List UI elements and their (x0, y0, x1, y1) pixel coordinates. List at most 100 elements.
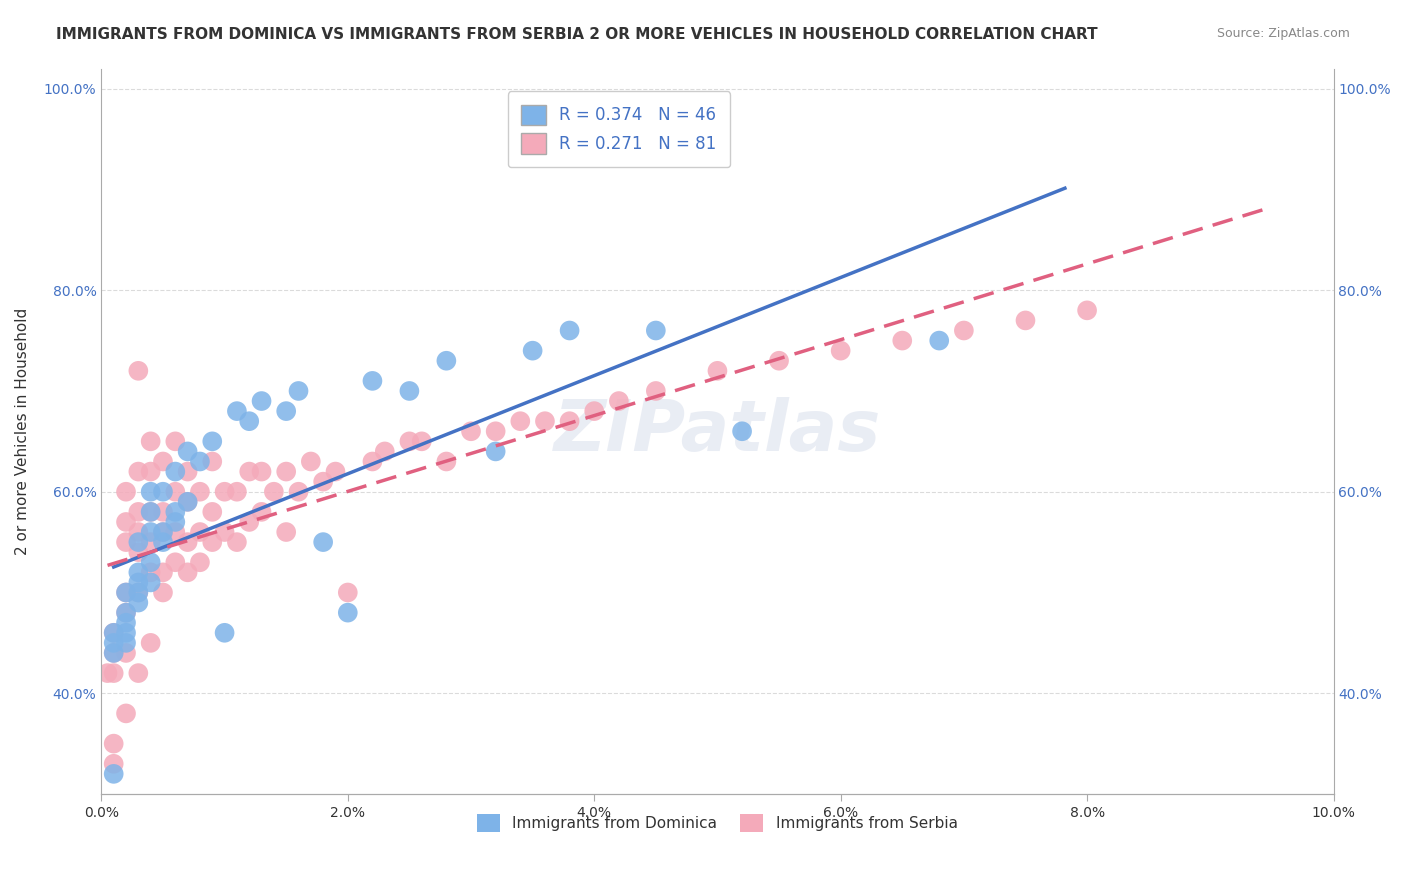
Point (287, 384, 309, 398)
Point (238, 414, 260, 428)
Point (250, 505, 273, 519)
Point (165, 524, 187, 539)
Point (1076, 303, 1098, 318)
Point (176, 444, 198, 458)
Point (127, 505, 149, 519)
Point (460, 424, 482, 438)
Point (103, 625, 125, 640)
Point (398, 384, 420, 398)
Point (312, 535, 335, 549)
Point (188, 555, 211, 569)
Point (127, 465, 149, 479)
Point (127, 575, 149, 590)
Point (768, 353, 790, 368)
Legend: Immigrants from Dominica, Immigrants from Serbia: Immigrants from Dominica, Immigrants fro… (465, 801, 970, 845)
Point (644, 324, 666, 338)
Point (522, 343, 544, 358)
Point (152, 454, 174, 468)
Point (96, 666, 118, 681)
Point (103, 666, 125, 681)
Point (165, 515, 187, 529)
Point (374, 444, 396, 458)
Point (299, 454, 322, 468)
Point (485, 444, 508, 458)
Point (176, 495, 198, 509)
Point (336, 585, 359, 599)
Point (644, 384, 666, 398)
Point (238, 465, 260, 479)
Point (139, 524, 162, 539)
Point (176, 566, 198, 580)
Point (103, 767, 125, 781)
Point (127, 566, 149, 580)
Y-axis label: 2 or more Vehicles in Household: 2 or more Vehicles in Household (15, 308, 30, 555)
Point (115, 515, 138, 529)
Point (201, 535, 224, 549)
Text: IMMIGRANTS FROM DOMINICA VS IMMIGRANTS FROM SERBIA 2 OR MORE VEHICLES IN HOUSEHO: IMMIGRANTS FROM DOMINICA VS IMMIGRANTS F… (56, 27, 1098, 42)
Point (325, 465, 347, 479)
Point (152, 524, 174, 539)
Point (276, 404, 298, 418)
Point (139, 575, 162, 590)
Point (103, 756, 125, 771)
Point (127, 585, 149, 599)
Point (115, 636, 138, 650)
Point (263, 484, 285, 499)
Point (103, 636, 125, 650)
Point (731, 424, 754, 438)
Point (607, 394, 630, 409)
Point (139, 535, 162, 549)
Point (165, 505, 187, 519)
Point (398, 434, 420, 449)
Point (214, 625, 236, 640)
Point (165, 484, 187, 499)
Point (361, 374, 384, 388)
Point (250, 465, 273, 479)
Point (225, 535, 247, 549)
Point (830, 343, 852, 358)
Point (165, 434, 187, 449)
Point (127, 524, 149, 539)
Point (152, 585, 174, 599)
Point (139, 484, 162, 499)
Point (103, 737, 125, 751)
Point (953, 324, 976, 338)
Point (152, 566, 174, 580)
Point (214, 484, 236, 499)
Point (127, 364, 149, 378)
Point (139, 566, 162, 580)
Point (312, 475, 335, 489)
Point (127, 596, 149, 610)
Point (434, 454, 457, 468)
Point (103, 646, 125, 660)
Point (558, 414, 581, 428)
Point (434, 353, 457, 368)
Point (115, 606, 138, 620)
Point (127, 585, 149, 599)
Point (165, 465, 187, 479)
Point (115, 535, 138, 549)
Point (127, 666, 149, 681)
Point (115, 615, 138, 630)
Point (276, 465, 298, 479)
Point (201, 505, 224, 519)
Point (276, 524, 298, 539)
Point (152, 505, 174, 519)
Point (176, 465, 198, 479)
Point (287, 484, 309, 499)
Point (176, 535, 198, 549)
Point (115, 706, 138, 721)
Point (201, 454, 224, 468)
Point (127, 535, 149, 549)
Point (188, 454, 211, 468)
Point (152, 484, 174, 499)
Point (139, 505, 162, 519)
Point (238, 515, 260, 529)
Text: Source: ZipAtlas.com: Source: ZipAtlas.com (1216, 27, 1350, 40)
Point (115, 484, 138, 499)
Point (127, 545, 149, 559)
Point (336, 606, 359, 620)
Point (115, 585, 138, 599)
Point (152, 535, 174, 549)
Point (139, 505, 162, 519)
